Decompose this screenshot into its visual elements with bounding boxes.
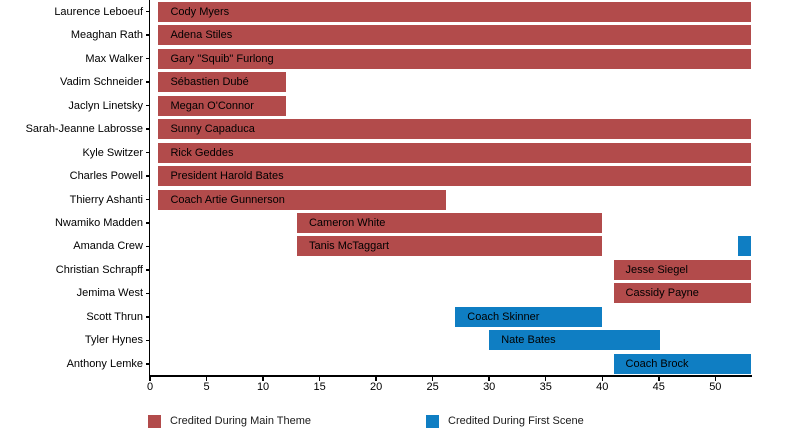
y-axis-tick: [146, 316, 150, 318]
gantt-bar-main_theme: Sunny Capaduca: [158, 119, 752, 140]
y-axis-tick: [146, 363, 150, 365]
gantt-bar-main_theme: Jesse Siegel: [613, 259, 752, 280]
x-axis-tick: [714, 377, 717, 381]
bar-label: Rick Geddes: [170, 146, 234, 159]
x-axis-tick: [544, 377, 547, 381]
y-axis-tick: [146, 128, 150, 130]
gantt-bar-first_scene: [737, 236, 752, 257]
x-axis-tick: [149, 377, 151, 381]
x-axis-tick-label: 10: [256, 381, 270, 393]
y-axis-tick: [146, 245, 150, 248]
gantt-bar-main_theme: Cody Myers: [158, 1, 752, 22]
legend-item-main-theme: Credited During Main Theme: [148, 415, 311, 428]
y-axis-tick: [146, 57, 150, 60]
gantt-bar-main_theme: Coach Artie Gunnerson: [158, 189, 447, 210]
bar-label: Cameron White: [308, 217, 386, 229]
gantt-bar-main_theme: Gary "Squib" Furlong: [158, 48, 752, 69]
y-axis-line: [148, 0, 151, 377]
y-axis-tick: [146, 292, 150, 295]
y-axis-tick: [146, 34, 150, 36]
gantt-bar-main_theme: Sébastien Dubé: [158, 72, 286, 93]
legend-label-main-theme: Credited During Main Theme: [170, 415, 312, 427]
x-axis-tick: [601, 377, 603, 381]
y-axis-label: Thierry Ashanti: [69, 193, 143, 206]
bar-label: Cassidy Payne: [625, 287, 699, 300]
gantt-bar-main_theme: Adena Stiles: [158, 25, 752, 46]
x-axis-tick-label: 35: [539, 381, 552, 393]
bar-label: Megan O'Connor: [170, 99, 254, 112]
bar-label: Coach Skinner: [467, 310, 540, 323]
bar-label: Gary "Squib" Furlong: [170, 52, 274, 65]
y-axis-tick: [146, 81, 150, 83]
gantt-bar-first_scene: Nate Bates: [489, 330, 660, 351]
gantt-bar-main_theme: Cameron White: [296, 213, 603, 233]
x-axis-tick-label: 20: [370, 381, 383, 393]
y-axis-label: Sarah-Jeanne Labrosse: [25, 123, 143, 136]
gantt-bar-main_theme: Megan O'Connor: [158, 95, 286, 116]
bar-label: Coach Brock: [625, 357, 689, 370]
x-axis-tick: [658, 377, 660, 381]
legend-label-first-scene: Credited During First Scene: [448, 415, 584, 427]
y-axis-label: Meaghan Rath: [70, 29, 143, 42]
y-axis-label: Kyle Switzer: [82, 146, 143, 159]
y-axis-label: Charles Powell: [69, 170, 143, 183]
x-axis-tick-label: 40: [596, 381, 609, 393]
x-axis-tick-label: 5: [203, 381, 210, 393]
x-axis-tick-label: 50: [709, 381, 722, 393]
y-axis-label: Anthony Lemke: [66, 357, 143, 370]
y-axis-tick: [146, 151, 150, 154]
y-axis-tick: [146, 222, 150, 224]
gantt-bar-main_theme: Rick Geddes: [158, 142, 752, 163]
x-axis-tick: [431, 377, 434, 381]
y-axis-tick: [146, 339, 150, 342]
bar-label: Cody Myers: [170, 5, 230, 18]
bar-label: Tanis McTaggart: [308, 240, 390, 253]
gantt-bar-main_theme: Cassidy Payne: [613, 283, 752, 304]
y-axis-label: Jaclyn Linetsky: [68, 99, 143, 112]
x-axis-tick-label: 45: [652, 381, 665, 393]
y-axis-label: Laurence Leboeuf: [54, 5, 143, 18]
y-axis-tick: [146, 269, 150, 271]
x-axis-tick: [205, 377, 208, 381]
legend-swatch-main-theme: [148, 415, 161, 428]
bar-label: Sébastien Dubé: [170, 76, 249, 89]
bar-label: Adena Stiles: [170, 29, 233, 42]
x-axis-tick-label: 25: [426, 381, 439, 393]
y-axis-tick: [146, 175, 150, 177]
y-axis-label: Max Walker: [85, 52, 143, 65]
y-axis-label: Scott Thrun: [86, 310, 143, 323]
gantt-bar-first_scene: Coach Brock: [613, 353, 752, 374]
bar-label: Sunny Capaduca: [170, 123, 255, 136]
y-axis-label: Amanda Crew: [73, 240, 143, 253]
y-axis-label: Tyler Hynes: [84, 334, 143, 347]
bar-label: Jesse Siegel: [625, 263, 688, 276]
x-axis-tick-label: 0: [146, 381, 154, 393]
bar-label: President Harold Bates: [170, 170, 284, 183]
x-axis-line: [148, 375, 752, 377]
x-axis-tick: [488, 377, 490, 381]
y-axis-label: Nwamiko Madden: [54, 217, 143, 229]
gantt-bar-first_scene: Coach Skinner: [455, 306, 603, 327]
y-axis-tick: [146, 198, 150, 201]
bar-label: Nate Bates: [501, 334, 556, 347]
x-axis-tick: [262, 377, 264, 381]
y-axis-tick: [146, 10, 150, 13]
x-axis-tick: [318, 377, 321, 381]
y-axis-label: Jemima West: [76, 287, 143, 300]
x-axis-tick-label: 15: [313, 381, 326, 393]
y-axis-tick: [146, 104, 150, 107]
y-axis-label: Christian Schrapff: [55, 263, 143, 276]
gantt-bar-main_theme: Tanis McTaggart: [296, 236, 603, 257]
gantt-bar-main_theme: President Harold Bates: [158, 166, 752, 187]
legend-item-first-scene: Credited During First Scene: [426, 415, 584, 428]
x-axis-tick-label: 30: [483, 381, 496, 393]
x-axis-tick: [375, 377, 377, 381]
y-axis-label: Vadim Schneider: [60, 76, 143, 89]
legend-swatch-first-scene: [426, 415, 439, 428]
bar-label: Coach Artie Gunnerson: [170, 193, 285, 206]
